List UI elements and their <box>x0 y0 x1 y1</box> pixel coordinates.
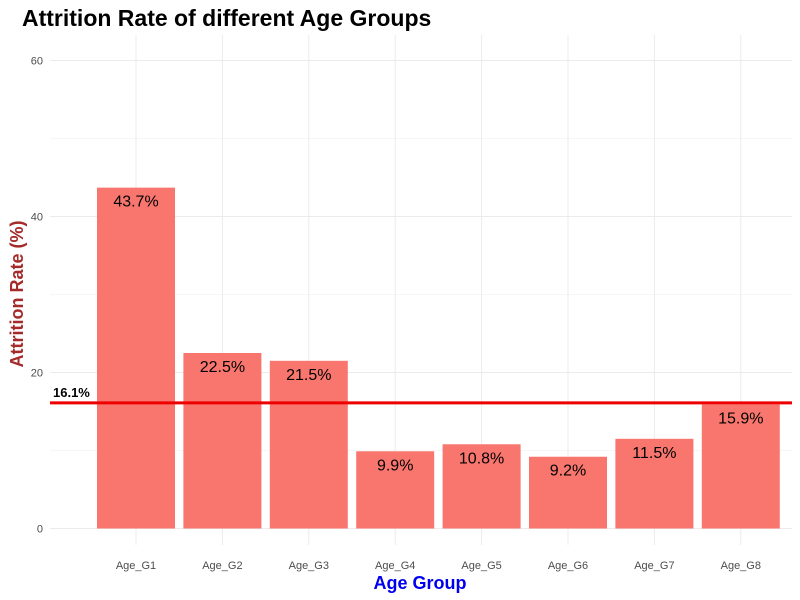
bars <box>97 187 780 529</box>
x-tick-label: Age_G5 <box>461 560 501 572</box>
x-tick-label: Age_G2 <box>202 560 242 572</box>
x-tick-label: Age_G6 <box>548 560 588 572</box>
bar-Age_G4 <box>356 451 435 529</box>
bar-value-label: 21.5% <box>286 367 331 384</box>
bar-value-label: 9.9% <box>377 457 413 474</box>
bar-Age_G8 <box>701 404 780 529</box>
x-tick-label: Age_G1 <box>116 560 156 572</box>
y-tick-label: 40 <box>31 212 43 224</box>
bar-Age_G1 <box>97 187 175 529</box>
bar-value-label: 10.8% <box>459 450 504 467</box>
x-tick-label: Age_G4 <box>375 560 415 572</box>
x-tick-label: Age_G3 <box>289 560 329 572</box>
y-tick-label: 0 <box>37 524 43 536</box>
reference-line-group: 16.1% <box>50 385 792 405</box>
x-tick-label: Age_G7 <box>634 560 674 572</box>
bar-Age_G3 <box>269 360 348 529</box>
bar-value-label: 22.5% <box>200 359 245 376</box>
bar-value-label: 9.2% <box>550 463 586 480</box>
chart-title: Attrition Rate of different Age Groups <box>22 5 431 31</box>
bar-value-label: 43.7% <box>113 194 158 211</box>
bar-Age_G7 <box>615 438 694 529</box>
bar-Age_G2 <box>183 353 262 529</box>
bar-labels: 43.7% 22.5% 21.5% 9.9% 10.8% 9.2% 11.5% 15.9% <box>113 194 763 480</box>
x-axis-ticks: Age_G1 Age_G2 Age_G3 Age_G4 Age_G5 Age_G6 Age_… <box>116 560 761 572</box>
bar-Age_G5 <box>442 444 521 529</box>
bar-value-label: 11.5% <box>632 445 676 462</box>
x-axis-title: Age Group <box>374 573 467 593</box>
y-tick-label: 60 <box>31 56 43 68</box>
x-tick-label: Age_G8 <box>721 560 761 572</box>
y-axis-ticks: 0 20 40 60 <box>31 56 43 536</box>
y-tick-label: 20 <box>31 368 43 380</box>
y-axis-title: Attrition Rate (%) <box>7 221 27 368</box>
reference-line-label: 16.1% <box>53 385 90 400</box>
bar-value-label: 15.9% <box>718 410 763 427</box>
bar-Age_G6 <box>529 456 607 529</box>
